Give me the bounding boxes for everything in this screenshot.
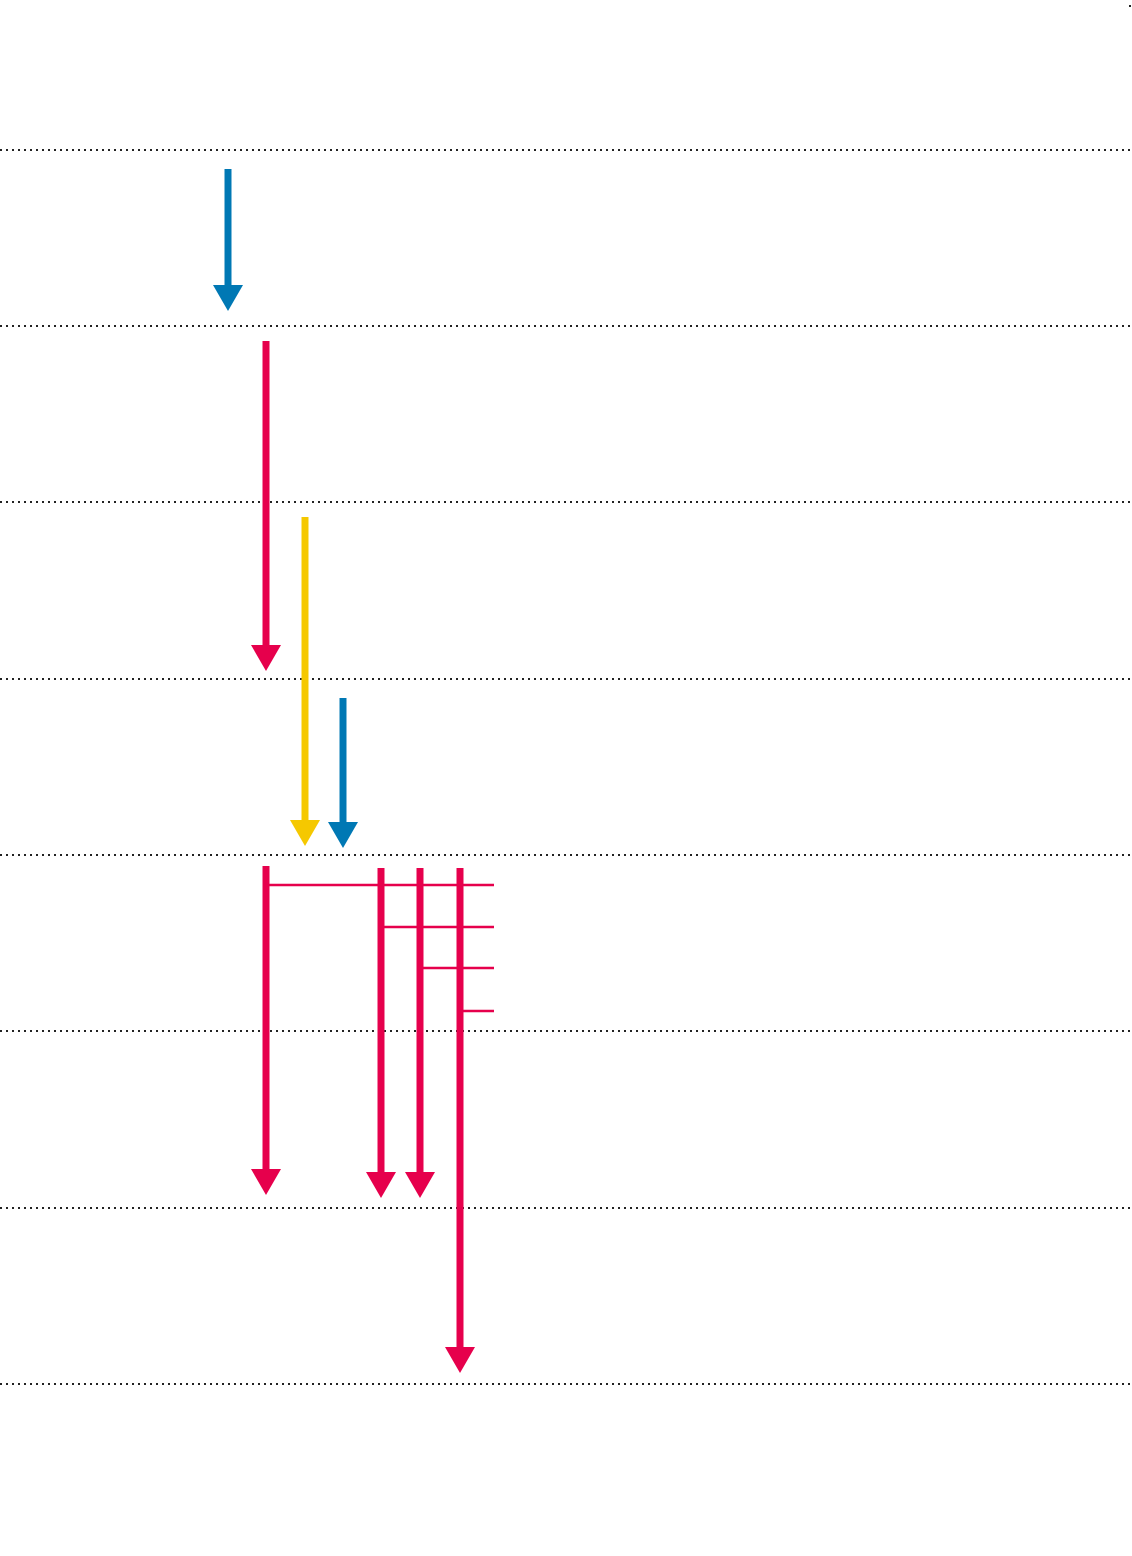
red-arrow-2 — [251, 866, 281, 1195]
red-arrow-3 — [366, 868, 396, 1198]
arrow-shaft — [339, 698, 347, 824]
arrow-shaft — [262, 341, 270, 647]
arrow-head-icon — [251, 1169, 281, 1195]
corner-dot — [1129, 5, 1131, 7]
arrow-shaft — [301, 517, 309, 822]
arrow-head-icon — [290, 820, 320, 846]
red-arrow-5 — [445, 868, 475, 1373]
arrow-shaft — [377, 868, 385, 1174]
arrow-shaft — [224, 169, 232, 287]
arrow-head-icon — [328, 822, 358, 848]
blue-arrow-1 — [213, 169, 243, 311]
red-arrow-1 — [251, 341, 281, 671]
arrow-head-icon — [213, 285, 243, 311]
blue-arrow-2 — [328, 698, 358, 848]
arrow-head-icon — [366, 1172, 396, 1198]
arrow-shaft — [262, 866, 270, 1171]
red-arrow-4 — [405, 868, 435, 1198]
arrow-shaft — [456, 868, 464, 1349]
arrow-head-icon — [251, 645, 281, 671]
yellow-arrow-1 — [290, 517, 320, 846]
arrow-shaft — [416, 868, 424, 1174]
arrow-head-icon — [405, 1172, 435, 1198]
arrow-head-icon — [445, 1347, 475, 1373]
